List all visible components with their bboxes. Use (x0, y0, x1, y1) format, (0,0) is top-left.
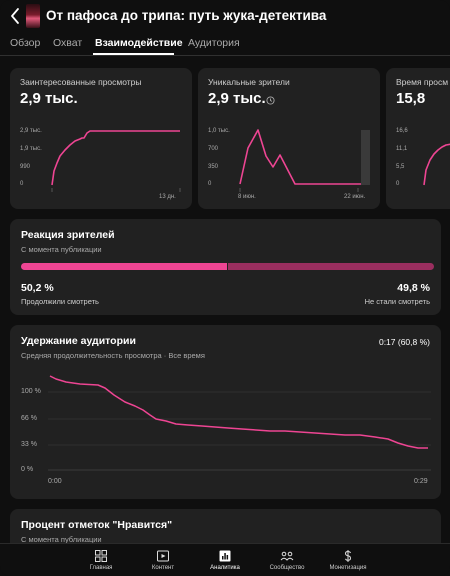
section-subtitle: С момента публикации (21, 535, 102, 544)
section-title: Реакция зрителей (21, 229, 115, 241)
y-tick-label: 16,6 (396, 128, 408, 134)
y-tick-label: 700 (208, 146, 219, 152)
nav-item-content[interactable]: Контент (133, 544, 193, 576)
metric-value: 2,9 тыс. (208, 90, 266, 107)
y-tick-label: 2,9 тыс. (20, 128, 42, 134)
analytics-icon (219, 550, 231, 562)
y-tick-label: 100 % (21, 388, 41, 395)
header: От пафоса до трипа: путь жука-детектива … (0, 0, 450, 56)
nav-label: Сообщество (269, 565, 305, 571)
y-tick-label: 350 (208, 164, 219, 170)
active-tab-indicator (93, 53, 174, 55)
section-title: Удержание аудитории (21, 335, 136, 347)
video-title: От пафоса до трипа: путь жука-детектива (46, 8, 327, 23)
y-tick-label: 0 (20, 181, 24, 187)
retention-summary: 0:17 (60,8 %) (378, 337, 430, 347)
current-period-highlight (361, 130, 370, 185)
dashboard-icon (95, 550, 107, 562)
metric-label: Время просм (396, 77, 449, 87)
x-axis-label: 8 июн. (238, 194, 256, 200)
metric-label: Заинтересованные просмотры (20, 77, 142, 87)
metric-value: 15,8 (396, 90, 426, 107)
video-thumbnail[interactable] (26, 4, 40, 28)
y-tick-label: 0 (396, 181, 400, 187)
x-axis-start: 0:00 (48, 478, 62, 485)
metric-label: Уникальные зрители (208, 77, 290, 87)
metric-value: 2,9 тыс. (20, 90, 78, 107)
nav-label: Контент (151, 565, 175, 571)
nav-item-community[interactable]: Сообщество (257, 544, 317, 576)
section-title: Процент отметок "Нравится" (21, 519, 173, 531)
nav-label: Аналитика (210, 565, 240, 571)
y-tick-label: 990 (20, 164, 31, 170)
metric-card-unique-viewers[interactable]: Уникальные зрители 2,9 тыс. 1,0 тыс. 700… (198, 68, 380, 209)
tab-bar: Обзор Охват Взаимодействие Аудитория (0, 34, 450, 56)
unique-viewers-sparkline (239, 129, 370, 192)
y-tick-label: 11,1 (396, 146, 408, 152)
audience-retention-card[interactable]: Удержание аудитории Средняя продолжитель… (10, 325, 441, 499)
x-axis-label: 13 дн. (159, 194, 176, 200)
stayed-bar (21, 263, 227, 270)
left-percentage: 49,8 % (397, 282, 430, 294)
nav-label: Монетизация (329, 565, 367, 571)
nav-item-monetization[interactable]: Монетизация (318, 544, 378, 576)
bottom-navigation: Главная Контент Аналитика Соо (0, 543, 450, 576)
section-subtitle: Средняя продолжительность просмотра · Вс… (21, 351, 205, 360)
left-bar (228, 263, 434, 270)
community-icon (280, 551, 294, 561)
tab-overview[interactable]: Обзор (10, 37, 41, 49)
retention-chart (48, 375, 431, 471)
viewer-reaction-card[interactable]: Реакция зрителей С момента публикации 50… (10, 219, 441, 315)
stayed-percentage: 50,2 % (21, 282, 54, 294)
left-label: Не стали смотреть (364, 297, 430, 306)
nav-item-analytics[interactable]: Аналитика (195, 544, 255, 576)
metric-card-engaged-views[interactable]: Заинтересованные просмотры 2,9 тыс. 2,9 … (10, 68, 192, 209)
dollar-icon (344, 550, 352, 562)
tab-engagement[interactable]: Взаимодействие (95, 37, 183, 49)
back-arrow-icon[interactable] (8, 6, 22, 26)
content-icon (157, 550, 169, 562)
y-tick-label: 5,5 (396, 164, 405, 170)
section-subtitle: С момента публикации (21, 245, 102, 254)
y-tick-label: 0 % (21, 466, 34, 473)
y-tick-label: 1,0 тыс. (208, 128, 230, 134)
tab-audience[interactable]: Аудитория (188, 37, 240, 49)
metric-card-watch-time[interactable]: Время просм 15,8 16,6 11,1 5,5 0 (386, 68, 450, 209)
watch-time-sparkline (423, 143, 450, 186)
nav-item-home[interactable]: Главная (71, 544, 131, 576)
engaged-views-sparkline (51, 130, 181, 192)
y-tick-label: 1,9 тыс. (20, 146, 42, 152)
y-tick-label: 0 (208, 181, 212, 187)
x-axis-end: 0:29 (414, 478, 428, 485)
stayed-label: Продолжили смотреть (21, 297, 99, 306)
clock-icon (266, 96, 275, 105)
y-tick-label: 33 % (21, 441, 37, 448)
tab-reach[interactable]: Охват (53, 37, 83, 49)
x-axis-label: 22 июн. (344, 194, 366, 200)
nav-label: Главная (89, 565, 113, 571)
y-tick-label: 66 % (21, 415, 37, 422)
